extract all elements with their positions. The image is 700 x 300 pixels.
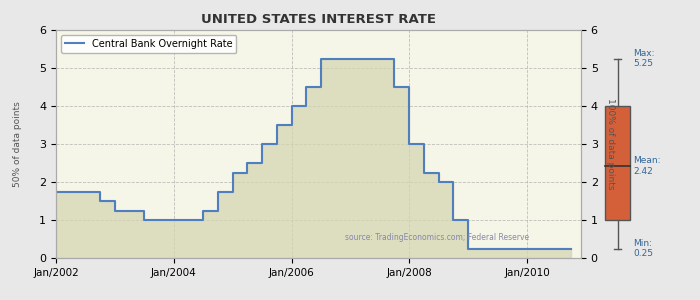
- Text: Mean:
2.42: Mean: 2.42: [634, 156, 661, 176]
- Legend: Central Bank Overnight Rate: Central Bank Overnight Rate: [61, 35, 237, 52]
- Title: UNITED STATES INTEREST RATE: UNITED STATES INTEREST RATE: [201, 13, 436, 26]
- Text: Max:
5.25: Max: 5.25: [634, 49, 655, 68]
- Text: Min:
0.25: Min: 0.25: [634, 239, 654, 258]
- FancyBboxPatch shape: [605, 106, 630, 220]
- Text: source: TradingEconomics.com; Federal Reserve: source: TradingEconomics.com; Federal Re…: [344, 233, 529, 242]
- Y-axis label: 100% of data points: 100% of data points: [606, 98, 615, 190]
- Y-axis label: 50% of data points: 50% of data points: [13, 101, 22, 187]
